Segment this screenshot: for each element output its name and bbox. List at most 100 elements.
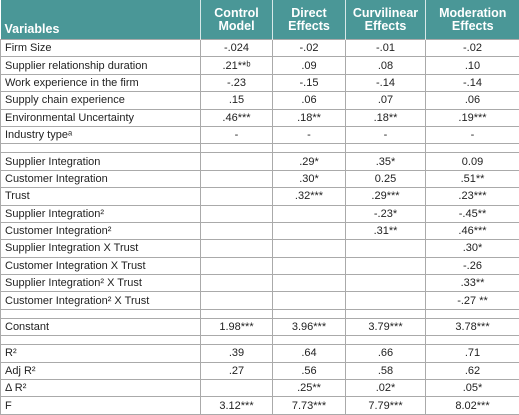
table-row: Customer Integration X Trust -.26: [1, 257, 519, 274]
table-row: Supplier Integration²-.23*-.45**: [1, 205, 519, 222]
empty-cell: [346, 240, 426, 257]
value-cell: -.23*: [346, 205, 426, 222]
value-cell: .51**: [426, 170, 519, 187]
value-cell: -.27 **: [426, 292, 519, 309]
spacer-cell: [426, 336, 519, 345]
value-cell: .27: [201, 362, 273, 379]
empty-cell: [346, 292, 426, 309]
empty-cell: [201, 205, 273, 222]
row-label: Supply chain experience: [1, 92, 201, 109]
value-cell: .46***: [201, 109, 273, 126]
table-row: Industry typeᵃ----: [1, 126, 519, 143]
value-cell: .71: [426, 345, 519, 362]
table-row: Supplier Integration.29*.35*0.09: [1, 153, 519, 170]
value-cell: .35*: [346, 153, 426, 170]
header-cell: Direct Effects: [273, 0, 346, 40]
value-cell: .06: [426, 92, 519, 109]
empty-cell: [273, 257, 346, 274]
table-row: Customer Integration² .31**.46***: [1, 222, 519, 239]
row-label: Customer Integration² X Trust: [1, 292, 201, 309]
table-row: Adj R².27.56.58.62: [1, 362, 519, 379]
spacer-cell: [1, 336, 201, 345]
value-cell: -.024: [201, 40, 273, 57]
value-cell: .64: [273, 345, 346, 362]
value-cell: .21**ᵇ: [201, 57, 273, 74]
spacer-cell: [201, 336, 273, 345]
empty-cell: [273, 275, 346, 292]
row-label: Δ R²: [1, 380, 201, 397]
value-cell: 0.09: [426, 153, 519, 170]
value-cell: -.14: [346, 74, 426, 91]
table-row: Environmental Uncertainty.46***.18**.18*…: [1, 109, 519, 126]
empty-cell: [273, 222, 346, 239]
value-cell: -.02: [426, 40, 519, 57]
table-row: Firm Size-.024-.02-.01-.02: [1, 40, 519, 57]
value-cell: -.02: [273, 40, 346, 57]
value-cell: .39: [201, 345, 273, 362]
spacer-cell: [273, 309, 346, 318]
value-cell: -: [426, 126, 519, 143]
spacer-cell: [201, 144, 273, 153]
row-label: Customer Integration X Trust: [1, 257, 201, 274]
spacer-cell: [426, 144, 519, 153]
empty-cell: [201, 222, 273, 239]
row-label: Firm Size: [1, 40, 201, 57]
value-cell: .25**: [273, 380, 346, 397]
value-cell: 1.98***: [201, 318, 273, 335]
header-cell: Control Model: [201, 0, 273, 40]
row-label: Environmental Uncertainty: [1, 109, 201, 126]
spacer-cell: [346, 309, 426, 318]
row-label: Trust: [1, 188, 201, 205]
value-cell: .07: [346, 92, 426, 109]
empty-cell: [346, 275, 426, 292]
value-cell: 3.78***: [426, 318, 519, 335]
table-row: Work experience in the firm-.23-.15-.14-…: [1, 74, 519, 91]
value-cell: .29*: [273, 153, 346, 170]
table-row: Supply chain experience.15.06.07.06: [1, 92, 519, 109]
table-row: Customer Integration² X Trust -.27 **: [1, 292, 519, 309]
table-row: Customer Integration.30*0.25.51**: [1, 170, 519, 187]
value-cell: -.26: [426, 257, 519, 274]
row-label: Supplier relationship duration: [1, 57, 201, 74]
row-label: Adj R²: [1, 362, 201, 379]
table-row: Δ R².25**.02*.05*: [1, 380, 519, 397]
spacer-row: [1, 144, 519, 153]
spacer-cell: [1, 309, 201, 318]
row-label: Work experience in the firm: [1, 74, 201, 91]
row-label: Constant: [1, 318, 201, 335]
row-label: Customer Integration²: [1, 222, 201, 239]
value-cell: -.23: [201, 74, 273, 91]
value-cell: .19***: [426, 109, 519, 126]
value-cell: .08: [346, 57, 426, 74]
value-cell: .10: [426, 57, 519, 74]
empty-cell: [201, 257, 273, 274]
value-cell: .56: [273, 362, 346, 379]
value-cell: 3.96***: [273, 318, 346, 335]
table-row: Supplier Integration X Trust.30*: [1, 240, 519, 257]
value-cell: .32***: [273, 188, 346, 205]
empty-cell: [273, 240, 346, 257]
empty-cell: [273, 205, 346, 222]
value-cell: .46***: [426, 222, 519, 239]
value-cell: -.45**: [426, 205, 519, 222]
row-label: Supplier Integration² X Trust: [1, 275, 201, 292]
value-cell: -.15: [273, 74, 346, 91]
value-cell: .18**: [346, 109, 426, 126]
spacer-cell: [346, 144, 426, 153]
row-label: R²: [1, 345, 201, 362]
value-cell: .31**: [346, 222, 426, 239]
value-cell: .29***: [346, 188, 426, 205]
empty-cell: [201, 188, 273, 205]
empty-cell: [201, 153, 273, 170]
value-cell: .05*: [426, 380, 519, 397]
value-cell: .30*: [273, 170, 346, 187]
value-cell: .15: [201, 92, 273, 109]
value-cell: .09: [273, 57, 346, 74]
value-cell: -: [273, 126, 346, 143]
empty-cell: [201, 292, 273, 309]
